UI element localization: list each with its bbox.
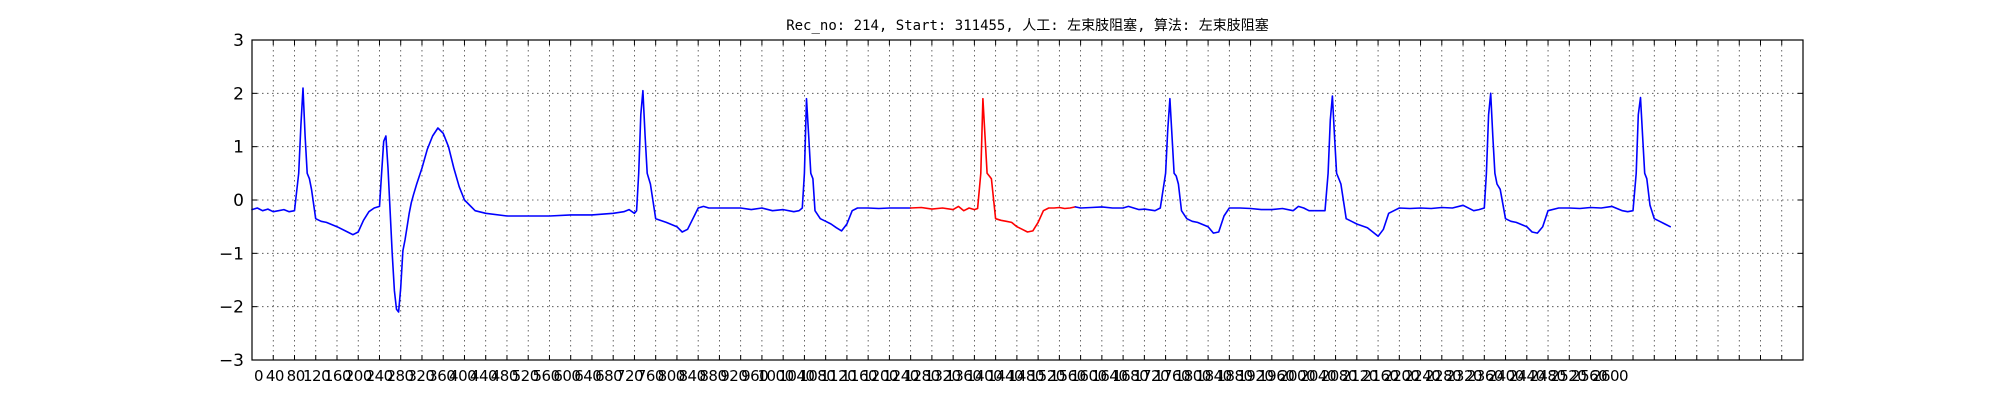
x-tick-label: 2440 <box>1508 367 1544 385</box>
x-tick-label: 360 <box>428 367 455 385</box>
x-tick-label: 600 <box>553 367 580 385</box>
x-tick-label: 200 <box>345 367 372 385</box>
x-tick-label: 1920 <box>1237 367 1273 385</box>
x-tick-label: 2360 <box>1467 367 1503 385</box>
x-tick-label: 160 <box>324 367 351 385</box>
ecg-series-line-2 <box>1074 92 1671 238</box>
x-tick-label: 440 <box>470 367 497 385</box>
x-tick-label: 2040 <box>1300 367 1336 385</box>
x-tick-label: 1080 <box>799 367 835 385</box>
x-tick-label: 1560 <box>1050 367 1086 385</box>
x-tick-label: 680 <box>595 367 622 385</box>
x-tick-label: 720 <box>616 367 643 385</box>
x-tick-label: 2120 <box>1342 367 1378 385</box>
x-tick-label: 1280 <box>903 367 939 385</box>
x-tick-label: 80 <box>287 367 305 385</box>
x-tick-label: 2320 <box>1446 367 1482 385</box>
x-tick-label: 1760 <box>1154 367 1190 385</box>
x-tick-label: 1640 <box>1091 367 1127 385</box>
x-tick-label: 1720 <box>1133 367 1169 385</box>
x-tick-label: 1520 <box>1029 367 1065 385</box>
x-tick-label: 2200 <box>1383 367 1419 385</box>
x-tick-label: 120 <box>303 367 330 385</box>
ticks <box>251 39 1803 361</box>
x-tick-label: 2080 <box>1321 367 1357 385</box>
x-tick-label: 1400 <box>966 367 1002 385</box>
y-tick-label: 2 <box>233 84 244 104</box>
x-tick-label: 2400 <box>1488 367 1524 385</box>
y-tick-labels: −3 −2 −1 0 1 2 3 <box>219 31 244 371</box>
x-tick-label: 840 <box>679 367 706 385</box>
x-tick-label: 1960 <box>1258 367 1294 385</box>
y-tick-label: 1 <box>233 138 244 158</box>
x-tick-label: 1440 <box>987 367 1023 385</box>
x-tick-label: 280 <box>386 367 413 385</box>
x-tick-label: 480 <box>491 367 518 385</box>
x-tick-label: 0 <box>254 367 263 385</box>
x-tick-label: 2520 <box>1550 367 1586 385</box>
x-tick-label: 1120 <box>820 367 856 385</box>
y-tick-label: 0 <box>233 191 244 211</box>
x-tick-label: 2000 <box>1279 367 1315 385</box>
x-tick-label: 800 <box>658 367 685 385</box>
x-tick-label: 2600 <box>1592 367 1628 385</box>
x-tick-label: 40 <box>266 367 284 385</box>
x-tick-label: 2480 <box>1529 367 1565 385</box>
x-tick-label: 1600 <box>1070 367 1106 385</box>
x-tick-label: 1200 <box>862 367 898 385</box>
x-tick-label: 640 <box>574 367 601 385</box>
x-tick-label: 920 <box>720 367 747 385</box>
x-tick-label: 960 <box>741 367 768 385</box>
x-tick-label: 760 <box>637 367 664 385</box>
x-tick-label: 400 <box>449 367 476 385</box>
x-tick-label: 1880 <box>1216 367 1252 385</box>
x-tick-label: 520 <box>512 367 539 385</box>
chart-title: Rec_no: 214, Start: 311455, 人工: 左束肢阻塞, 算… <box>786 17 1269 34</box>
ecg-series-line-0 <box>251 87 912 313</box>
y-tick-label: −2 <box>219 298 244 318</box>
x-tick-labels: 0 40 8012016020024028032036040044048052056… <box>254 367 1629 385</box>
x-tick-label: 1680 <box>1112 367 1148 385</box>
y-tick-label: −1 <box>219 244 244 264</box>
x-tick-label: 1160 <box>841 367 877 385</box>
x-tick-label: 2240 <box>1404 367 1440 385</box>
x-tick-label: 560 <box>532 367 559 385</box>
x-tick-label: 1000 <box>757 367 793 385</box>
x-tick-label: 880 <box>699 367 726 385</box>
y-tick-label: −3 <box>219 351 244 371</box>
x-tick-label: 2560 <box>1571 367 1607 385</box>
x-tick-label: 1320 <box>924 367 960 385</box>
x-tick-label: 1360 <box>945 367 981 385</box>
y-tick-label: 3 <box>233 31 244 51</box>
x-tick-label: 1840 <box>1196 367 1232 385</box>
x-tick-label: 320 <box>407 367 434 385</box>
x-tick-label: 2160 <box>1362 367 1398 385</box>
x-tick-label: 1040 <box>778 367 814 385</box>
ecg-series-line-1 <box>909 97 1077 233</box>
x-tick-label: 2280 <box>1425 367 1461 385</box>
x-tick-label: 1800 <box>1175 367 1211 385</box>
x-tick-label: 1240 <box>883 367 919 385</box>
x-tick-label: 1480 <box>1008 367 1044 385</box>
series-layer <box>251 87 1671 313</box>
grid <box>252 40 1803 360</box>
x-tick-label: 240 <box>366 367 393 385</box>
